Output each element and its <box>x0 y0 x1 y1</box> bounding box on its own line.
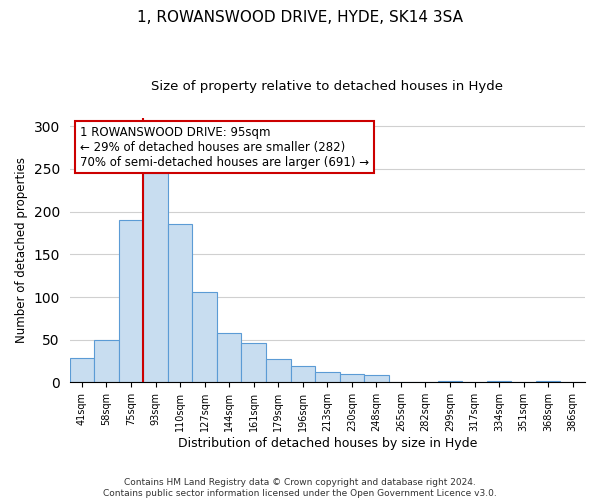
Bar <box>217 333 241 382</box>
Bar <box>364 374 389 382</box>
Text: 1 ROWANSWOOD DRIVE: 95sqm
← 29% of detached houses are smaller (282)
70% of semi: 1 ROWANSWOOD DRIVE: 95sqm ← 29% of detac… <box>80 126 369 168</box>
Bar <box>70 358 94 382</box>
Bar <box>241 343 266 382</box>
Bar <box>290 366 315 382</box>
Bar <box>119 220 143 382</box>
Bar <box>340 374 364 382</box>
Y-axis label: Number of detached properties: Number of detached properties <box>15 157 28 343</box>
Bar <box>94 340 119 382</box>
Bar <box>266 360 290 382</box>
Bar <box>143 174 168 382</box>
X-axis label: Distribution of detached houses by size in Hyde: Distribution of detached houses by size … <box>178 437 477 450</box>
Title: Size of property relative to detached houses in Hyde: Size of property relative to detached ho… <box>151 80 503 93</box>
Text: Contains HM Land Registry data © Crown copyright and database right 2024.
Contai: Contains HM Land Registry data © Crown c… <box>103 478 497 498</box>
Bar <box>193 292 217 382</box>
Bar <box>168 224 193 382</box>
Text: 1, ROWANSWOOD DRIVE, HYDE, SK14 3SA: 1, ROWANSWOOD DRIVE, HYDE, SK14 3SA <box>137 10 463 25</box>
Bar <box>315 372 340 382</box>
